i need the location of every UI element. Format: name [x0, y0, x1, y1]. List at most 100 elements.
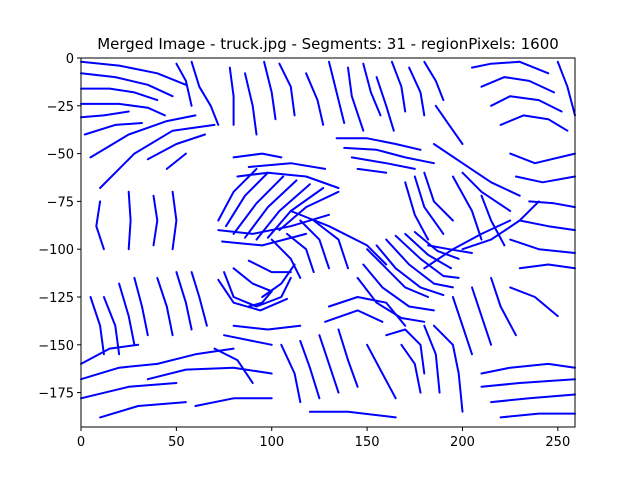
series-line-38	[404, 181, 430, 241]
series-line-87	[89, 296, 105, 356]
y-axis: 0 −25 −50 −75 −100 −125 −150 −175	[38, 52, 81, 402]
series-line-55	[490, 393, 576, 404]
series-line-54	[480, 378, 576, 388]
series-line-63	[244, 179, 298, 239]
x-tick-label: 250	[545, 435, 570, 450]
series-line-71	[217, 278, 288, 312]
series-line-56	[499, 412, 576, 419]
series-line-86	[427, 244, 473, 254]
series-line-3	[80, 102, 166, 117]
series-line-105	[223, 334, 273, 346]
series-line-98	[80, 343, 140, 365]
series-line-21	[390, 60, 407, 113]
series-line-30	[335, 137, 422, 151]
series-line-9	[165, 152, 187, 170]
series-line-31	[343, 146, 435, 165]
series-line-82	[404, 232, 452, 270]
y-tick-label: −50	[47, 148, 74, 163]
series-line-106	[213, 347, 254, 384]
series-line-37	[413, 175, 445, 235]
series-line-85	[356, 276, 426, 323]
series-line-91	[156, 276, 174, 337]
series-line-109	[299, 340, 321, 400]
series-line-60	[217, 167, 258, 222]
series-line-36	[423, 171, 454, 222]
series-line-7	[99, 123, 216, 189]
y-tick-label: 0	[66, 52, 74, 67]
series-line-10	[190, 60, 220, 126]
series-line-34	[432, 143, 521, 197]
series-line-2	[80, 87, 159, 102]
series-line-45	[509, 238, 576, 254]
series-line-0	[80, 60, 187, 86]
series-line-1	[80, 72, 174, 98]
chart-title: Merged Image - truck.jpg - Segments: 31 …	[97, 35, 559, 53]
series-line-112	[308, 410, 397, 419]
series-line-99	[80, 362, 159, 381]
series-line-14	[263, 60, 277, 121]
series-line-19	[362, 62, 382, 117]
series-line-78	[366, 248, 430, 298]
y-tick-label: −75	[47, 195, 74, 210]
series-line-96	[152, 194, 159, 247]
x-axis: 0 50 100 150 200 250	[77, 427, 570, 450]
series-line-24	[434, 104, 464, 145]
series-line-73	[247, 259, 292, 274]
series-line-40	[480, 194, 506, 247]
series-line-12	[228, 66, 235, 126]
series-line-11	[175, 62, 193, 107]
series-line-27	[490, 95, 563, 113]
x-tick-label: 50	[168, 435, 185, 450]
series-line-95	[127, 190, 132, 251]
series-line-72	[232, 267, 273, 293]
series-line-26	[480, 76, 555, 94]
y-tick-label: −100	[38, 243, 74, 258]
series-line-25	[471, 60, 550, 75]
series-line-33	[356, 167, 388, 174]
series-line-58	[247, 162, 327, 170]
series-line-70	[223, 271, 292, 308]
x-tick-label: 200	[450, 435, 475, 450]
series-line-29	[556, 60, 576, 117]
series-line-101	[99, 401, 187, 419]
series-line-107	[232, 324, 302, 331]
series-line-18	[347, 66, 365, 132]
series-line-89	[118, 282, 136, 346]
series-line-28	[499, 114, 569, 132]
series-line-41	[509, 152, 576, 165]
series-line-52	[451, 296, 473, 356]
series-line-93	[190, 271, 208, 327]
series-line-35	[461, 171, 512, 212]
series-line-81	[394, 234, 460, 279]
series-line-92	[175, 271, 193, 331]
series-line-110	[318, 334, 340, 394]
series-line-51	[471, 286, 493, 346]
series-line-118	[366, 343, 397, 400]
series-line-94	[95, 200, 105, 251]
series-line-80	[385, 238, 454, 289]
series-line-117	[423, 324, 441, 394]
series-line-57	[232, 152, 283, 159]
series-line-8	[146, 133, 206, 161]
series-line-20	[375, 76, 395, 132]
series-line-66	[278, 190, 340, 232]
series-line-116	[400, 343, 422, 394]
series-line-46	[461, 200, 540, 251]
series-line-88	[102, 296, 121, 356]
series-line-4	[80, 110, 130, 119]
series-line-121	[432, 324, 464, 413]
series-line-15	[278, 62, 296, 117]
series-line-69	[289, 210, 388, 266]
series-line-115	[385, 328, 426, 375]
series-line-113	[328, 296, 407, 327]
series-line-22	[408, 66, 426, 117]
series-line-17	[328, 60, 346, 124]
series-line-50	[490, 276, 517, 337]
y-tick-label: −25	[47, 100, 74, 115]
series-line-108	[280, 343, 302, 404]
y-tick-label: −175	[38, 387, 74, 402]
series-line-23	[423, 60, 445, 102]
series-line-49	[509, 286, 559, 318]
plot-lines	[80, 60, 576, 419]
